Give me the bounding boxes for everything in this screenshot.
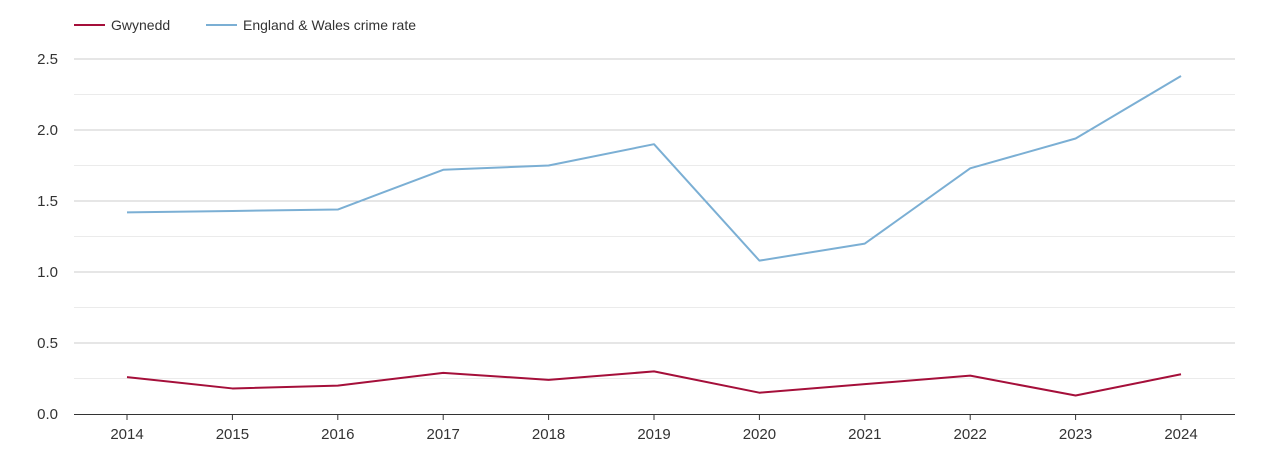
- legend-item-gwynedd: Gwynedd: [74, 17, 170, 33]
- data-point-england-wales-crime-rate: [653, 143, 655, 145]
- y-tick-label: 0.0: [37, 406, 58, 423]
- data-point-england-wales-crime-rate: [231, 210, 233, 212]
- x-tick-label: 2014: [110, 426, 143, 443]
- data-point-gwynedd: [337, 385, 339, 387]
- data-point-england-wales-crime-rate: [864, 243, 866, 245]
- x-tick-label: 2017: [427, 426, 460, 443]
- data-point-gwynedd: [653, 370, 655, 372]
- y-tick-label: 2.5: [37, 51, 58, 68]
- data-point-england-wales-crime-rate: [1075, 138, 1077, 140]
- data-point-england-wales-crime-rate: [969, 167, 971, 169]
- y-tick-label: 2.0: [37, 122, 58, 139]
- series-line-gwynedd: [126, 370, 1182, 397]
- x-tick-label: 2024: [1164, 426, 1197, 443]
- y-tick-label: 0.5: [37, 335, 58, 352]
- data-point-england-wales-crime-rate: [337, 209, 339, 211]
- data-point-england-wales-crime-rate: [758, 260, 760, 262]
- x-tick-label: 2022: [954, 426, 987, 443]
- data-point-england-wales-crime-rate: [442, 169, 444, 171]
- series-layer: [126, 75, 1182, 397]
- x-tick-label: 2015: [216, 426, 249, 443]
- data-point-gwynedd: [864, 383, 866, 385]
- legend-label: Gwynedd: [111, 17, 170, 33]
- y-tick-label: 1.5: [37, 193, 58, 210]
- data-point-england-wales-crime-rate: [126, 211, 128, 213]
- data-point-england-wales-crime-rate: [548, 165, 550, 167]
- data-point-gwynedd: [758, 392, 760, 394]
- x-tick-label: 2018: [532, 426, 565, 443]
- data-point-gwynedd: [442, 372, 444, 374]
- legend-label: England & Wales crime rate: [243, 17, 416, 33]
- x-tick-label: 2023: [1059, 426, 1092, 443]
- data-point-gwynedd: [548, 379, 550, 381]
- data-point-gwynedd: [969, 375, 971, 377]
- series-line-england-wales-crime-rate: [126, 75, 1182, 262]
- legend: Gwynedd England & Wales crime rate: [74, 17, 416, 33]
- x-tick-label: 2021: [848, 426, 881, 443]
- data-point-gwynedd: [231, 387, 233, 389]
- legend-item-england-wales-crime-rate: England & Wales crime rate: [206, 17, 416, 33]
- data-point-gwynedd: [1180, 373, 1182, 375]
- data-point-gwynedd: [126, 376, 128, 378]
- data-point-england-wales-crime-rate: [1180, 75, 1182, 77]
- x-tick-label: 2016: [321, 426, 354, 443]
- grid: [74, 58, 1235, 379]
- axes: 0.0 0.5 1.0 1.5 2.0 2.5 2014 2015 2016 2017 2018 20…: [37, 51, 1235, 443]
- data-point-gwynedd: [1075, 395, 1077, 397]
- x-tick-label: 2019: [637, 426, 670, 443]
- y-tick-label: 1.0: [37, 264, 58, 281]
- x-tick-label: 2020: [743, 426, 776, 443]
